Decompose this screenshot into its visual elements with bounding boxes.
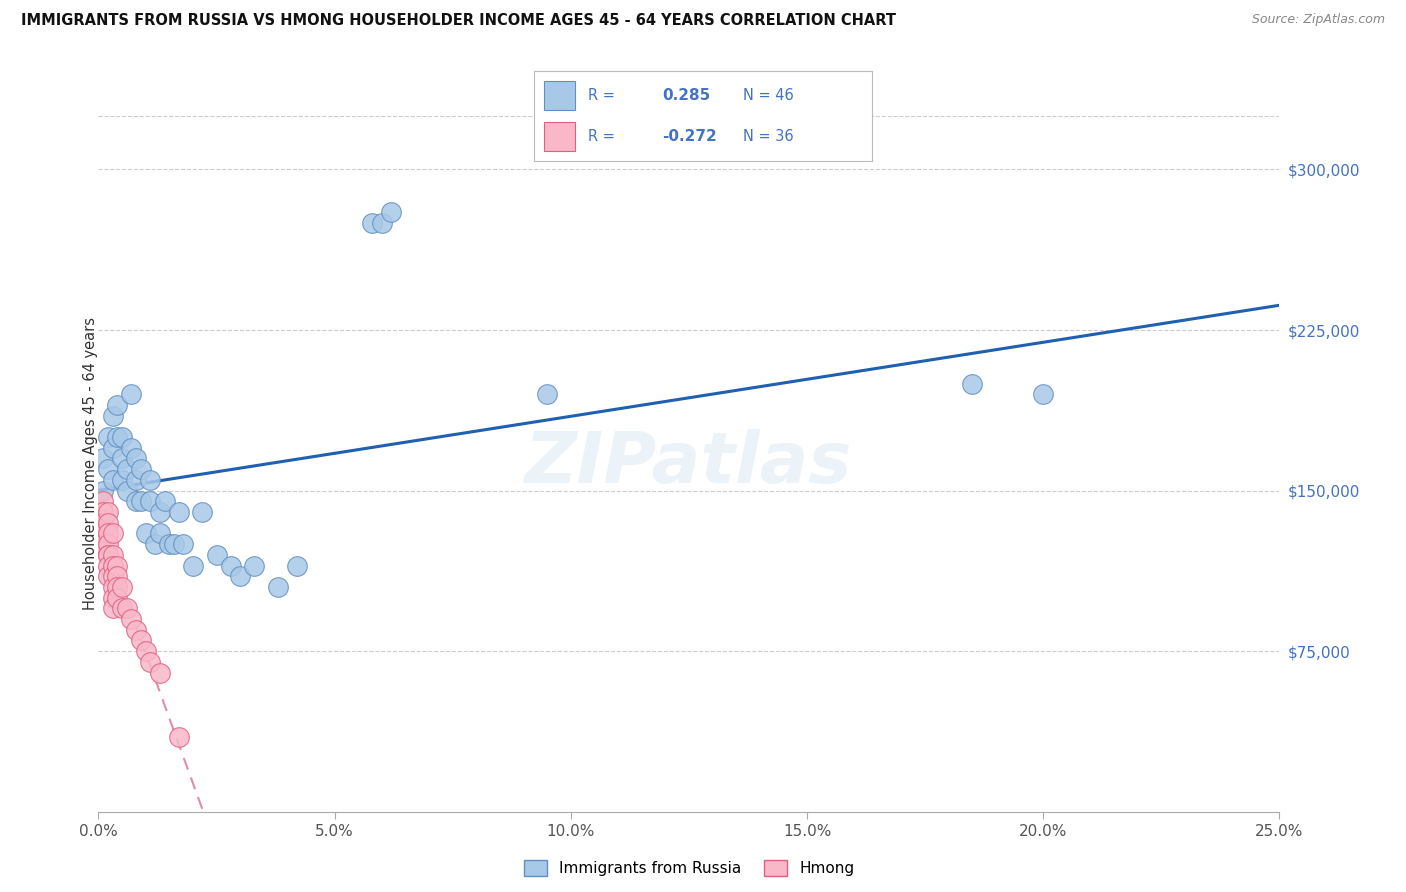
Point [125, 451, 148, 466]
Point [91, 505, 114, 519]
Point [172, 537, 194, 551]
Point [139, 655, 162, 669]
Point [149, 505, 172, 519]
Point [111, 601, 134, 615]
Point [135, 644, 157, 658]
Point [153, 494, 176, 508]
Point [167, 730, 190, 744]
Point [91, 526, 114, 541]
Point [191, 505, 214, 519]
Point [101, 473, 124, 487]
Point [962, 376, 984, 391]
Point [90, 505, 112, 519]
Point [111, 580, 134, 594]
Point [91, 494, 114, 508]
Point [219, 558, 242, 573]
Point [267, 580, 290, 594]
Point [121, 441, 143, 455]
Point [91, 483, 114, 498]
Point [97, 537, 120, 551]
Point [167, 505, 190, 519]
Text: 0.285: 0.285 [662, 88, 711, 103]
Point [125, 473, 148, 487]
Text: N = 46: N = 46 [744, 88, 794, 103]
Point [121, 612, 143, 626]
Point [101, 409, 124, 423]
Point [371, 216, 394, 230]
Y-axis label: Householder Income Ages 45 - 64 years: Householder Income Ages 45 - 64 years [83, 318, 97, 610]
Point [91, 451, 114, 466]
Point [181, 558, 204, 573]
Point [97, 430, 120, 444]
Point [149, 526, 172, 541]
Point [101, 569, 124, 583]
FancyBboxPatch shape [544, 81, 575, 110]
Point [135, 526, 157, 541]
Point [101, 548, 124, 562]
Point [536, 387, 558, 401]
Point [101, 580, 124, 594]
Point [90, 516, 112, 530]
Text: Source: ZipAtlas.com: Source: ZipAtlas.com [1251, 13, 1385, 27]
Point [139, 494, 162, 508]
Point [1032, 387, 1054, 401]
Point [143, 537, 166, 551]
Point [139, 473, 162, 487]
Point [105, 580, 128, 594]
FancyBboxPatch shape [544, 122, 575, 151]
Point [97, 516, 120, 530]
Point [125, 494, 148, 508]
Point [105, 558, 128, 573]
Point [129, 633, 152, 648]
Text: N = 36: N = 36 [744, 129, 794, 144]
Point [149, 665, 172, 680]
Point [101, 591, 124, 605]
Legend: Immigrants from Russia, Hmong: Immigrants from Russia, Hmong [516, 853, 862, 884]
Point [105, 430, 128, 444]
Point [361, 216, 384, 230]
Point [101, 526, 124, 541]
Point [105, 569, 128, 583]
Text: R =: R = [588, 129, 616, 144]
Point [129, 494, 152, 508]
Text: ZIPatlas: ZIPatlas [526, 429, 852, 499]
Point [157, 537, 180, 551]
Point [121, 387, 143, 401]
Point [205, 548, 228, 562]
Point [91, 537, 114, 551]
Point [97, 558, 120, 573]
Point [97, 548, 120, 562]
Point [97, 569, 120, 583]
Point [243, 558, 266, 573]
Point [91, 516, 114, 530]
Point [101, 558, 124, 573]
Point [101, 441, 124, 455]
Point [229, 569, 252, 583]
Point [97, 505, 120, 519]
Point [111, 430, 134, 444]
Point [380, 205, 402, 219]
Point [115, 462, 138, 476]
Text: IMMIGRANTS FROM RUSSIA VS HMONG HOUSEHOLDER INCOME AGES 45 - 64 YEARS CORRELATIO: IMMIGRANTS FROM RUSSIA VS HMONG HOUSEHOL… [21, 13, 896, 29]
Point [101, 601, 124, 615]
Point [115, 483, 138, 498]
Text: R =: R = [588, 88, 616, 103]
Point [111, 451, 134, 466]
Point [115, 601, 138, 615]
Point [97, 526, 120, 541]
Point [129, 462, 152, 476]
Text: -0.272: -0.272 [662, 129, 717, 144]
Point [163, 537, 186, 551]
Point [97, 548, 120, 562]
Point [111, 473, 134, 487]
Point [105, 398, 128, 412]
Point [97, 462, 120, 476]
Point [105, 591, 128, 605]
Point [125, 623, 148, 637]
Point [285, 558, 308, 573]
